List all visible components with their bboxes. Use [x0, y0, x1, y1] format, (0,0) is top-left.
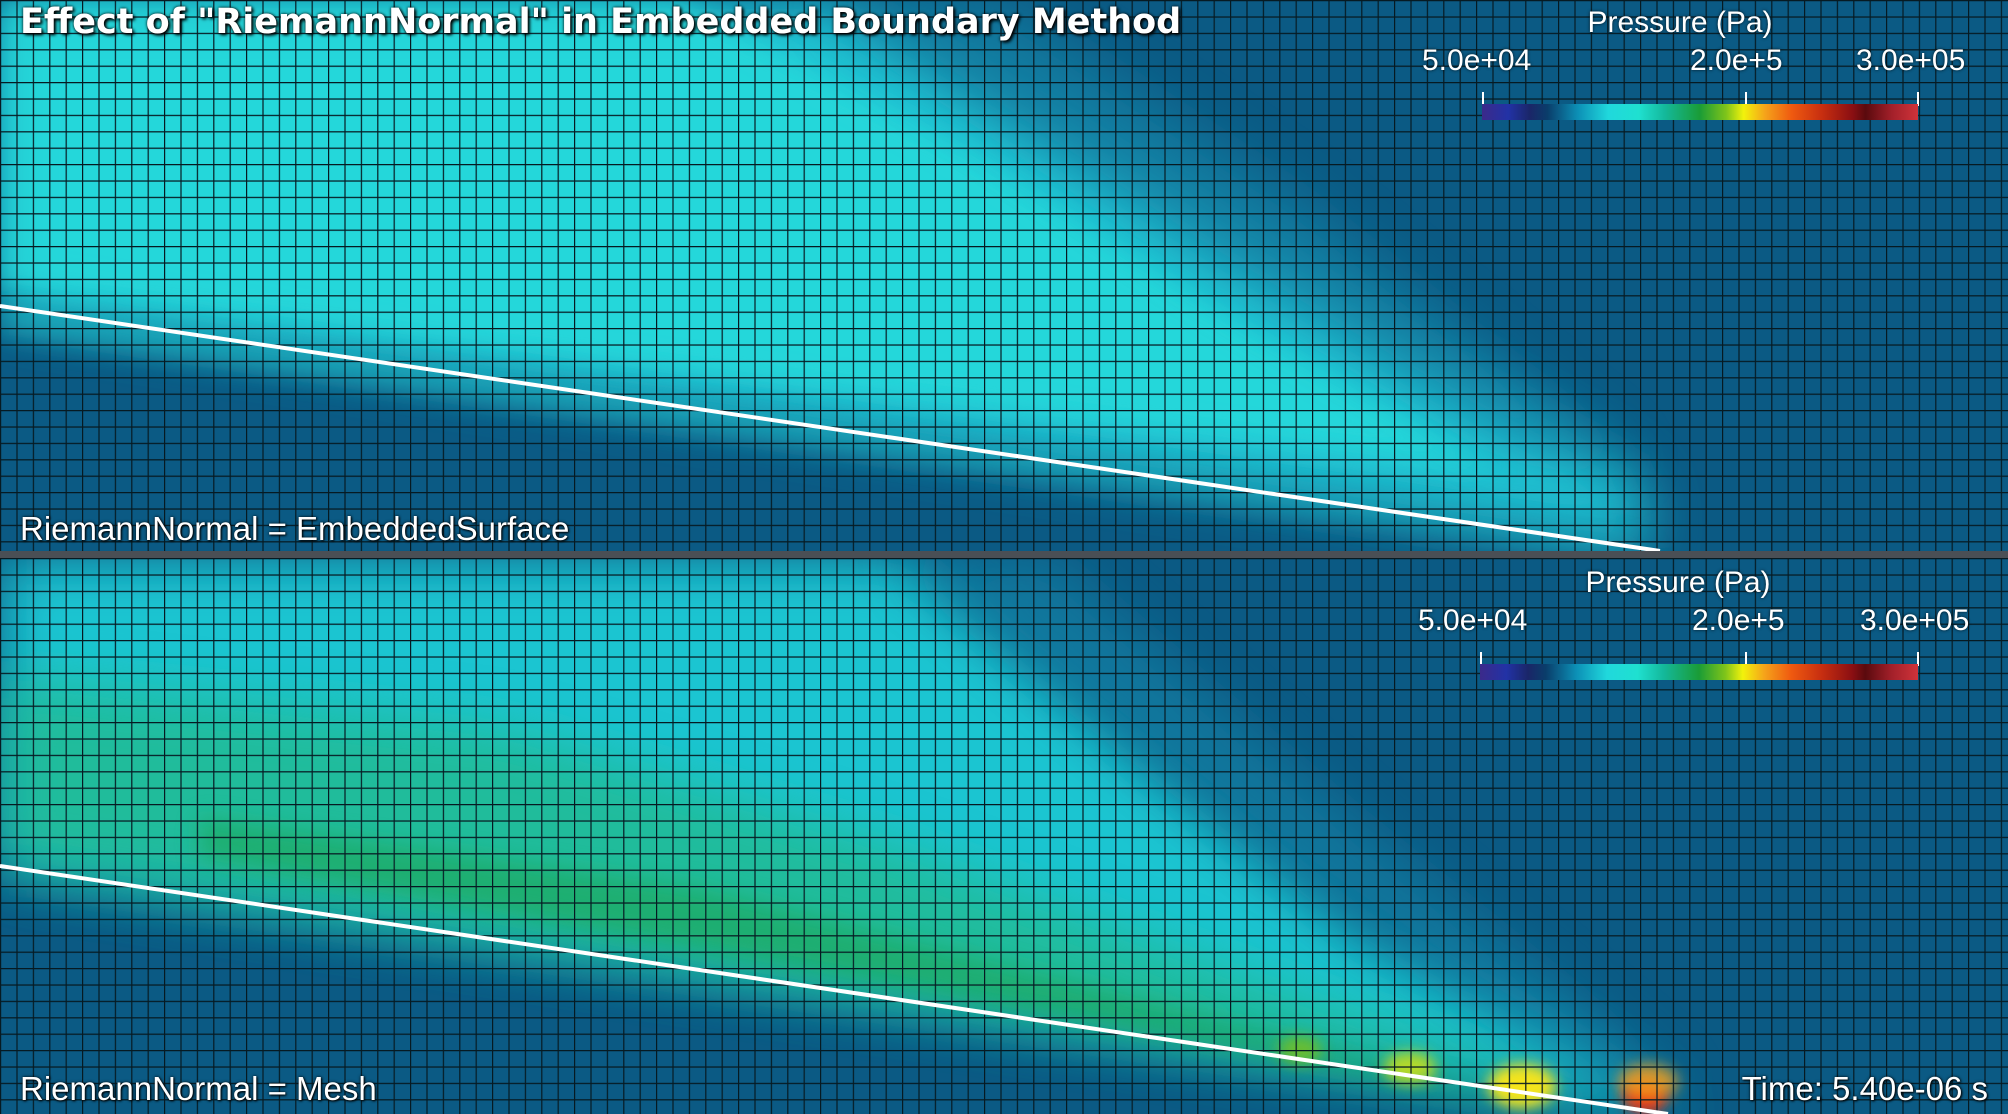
bottom-legend-min-label: 5.0e+04	[1418, 604, 1528, 637]
top-embedded-boundary	[0, 304, 1661, 551]
top-legend-tick-mid	[1745, 92, 1747, 106]
top-colorbar-legend: Pressure (Pa) 5.0e+04 2.0e+5 3.0e+05	[1420, 0, 1965, 120]
top-panel-caption: RiemannNormal = EmbeddedSurface	[20, 510, 570, 547]
bottom-render-view[interactable]: Pressure (Pa) 5.0e+04 2.0e+5 3.0e+05 Rie…	[0, 558, 2008, 1114]
top-render-view[interactable]: Effect of "RiemannNormal" in Embedded Bo…	[0, 0, 2008, 551]
bottom-legend-mid-label: 2.0e+5	[1692, 604, 1785, 637]
top-legend-max-label: 3.0e+05	[1856, 44, 1966, 77]
top-legend-tick-min	[1482, 92, 1484, 106]
bottom-legend-max-label: 3.0e+05	[1860, 604, 1970, 637]
top-legend-title: Pressure (Pa)	[1587, 6, 1773, 39]
time-readout: Time: 5.40e-06 s	[1741, 1070, 1988, 1107]
top-legend-mid-label: 2.0e+5	[1690, 44, 1783, 77]
bottom-legend-title: Pressure (Pa)	[1585, 566, 1771, 599]
top-legend-min-label: 5.0e+04	[1422, 44, 1532, 77]
view-divider[interactable]	[0, 551, 2008, 558]
bottom-legend-tick-mid	[1745, 652, 1747, 666]
top-colorbar	[1482, 104, 1918, 120]
bottom-panel-caption: RiemannNormal = Mesh	[20, 1070, 377, 1107]
top-legend-tick-max	[1917, 92, 1919, 106]
top-pressure-field	[0, 0, 2008, 551]
bottom-legend-tick-min	[1480, 652, 1482, 666]
bottom-colorbar	[1480, 664, 1918, 680]
bottom-legend-tick-max	[1917, 652, 1919, 666]
bottom-pressure-field	[0, 558, 2008, 1114]
bottom-colorbar-legend: Pressure (Pa) 5.0e+04 2.0e+5 3.0e+05	[1418, 560, 1969, 680]
page-title: Effect of "RiemannNormal" in Embedded Bo…	[20, 2, 1182, 42]
bottom-embedded-boundary	[0, 864, 1669, 1114]
